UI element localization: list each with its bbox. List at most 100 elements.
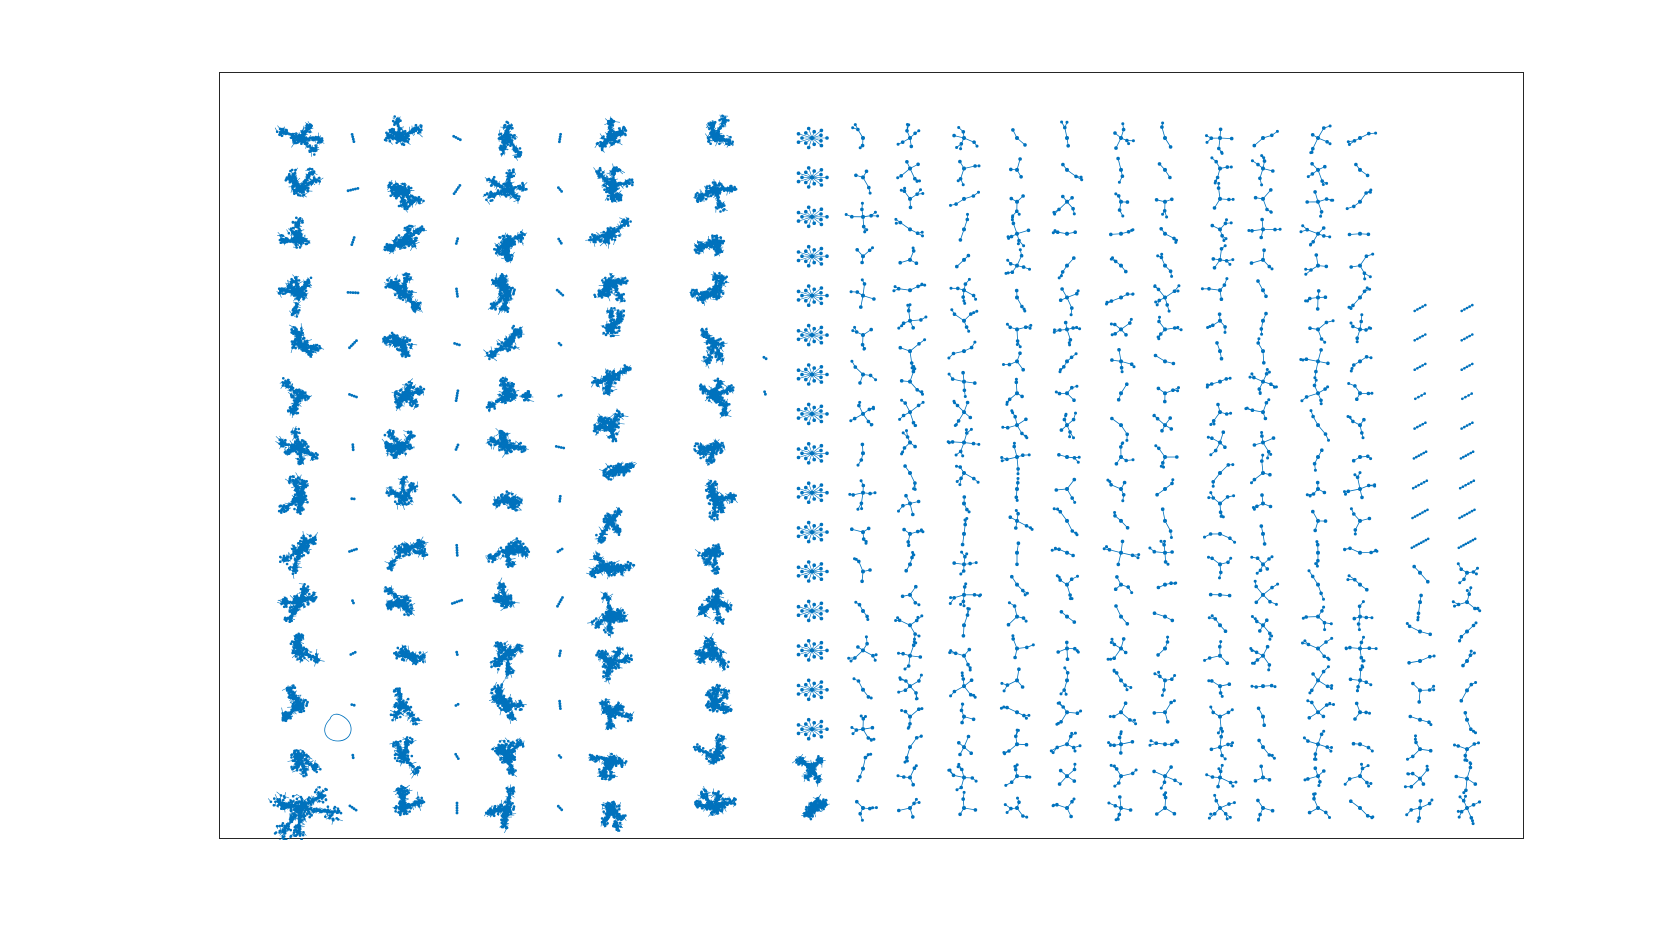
node [340, 812, 343, 815]
node [404, 194, 407, 197]
node [289, 694, 292, 697]
node [283, 807, 286, 810]
node [293, 331, 296, 334]
node [296, 435, 299, 438]
node [349, 653, 352, 656]
node [286, 617, 289, 620]
node [299, 218, 302, 221]
graph-component [288, 749, 322, 777]
node [292, 768, 295, 771]
node [306, 501, 309, 504]
node [297, 390, 300, 393]
graph-component [277, 275, 313, 318]
graph-component [275, 426, 318, 466]
node [355, 396, 358, 399]
node [294, 401, 297, 404]
node [313, 808, 316, 811]
node [351, 133, 354, 136]
node [292, 684, 295, 687]
node [408, 198, 411, 201]
node [292, 475, 295, 478]
node [402, 299, 405, 302]
node [307, 551, 310, 554]
node [286, 289, 289, 292]
node [301, 461, 304, 464]
node [392, 120, 395, 123]
node [350, 703, 353, 706]
node [293, 508, 296, 511]
node [279, 239, 282, 242]
node [392, 135, 395, 138]
node [303, 583, 306, 586]
node [300, 703, 303, 706]
node [403, 246, 406, 249]
node [315, 181, 318, 184]
node [300, 548, 303, 551]
node [302, 834, 305, 837]
node [301, 447, 304, 450]
node [270, 801, 273, 804]
node [388, 184, 391, 187]
node [291, 340, 294, 343]
node [288, 567, 291, 570]
node [406, 201, 409, 204]
node [288, 232, 291, 235]
node [309, 172, 312, 175]
node [284, 825, 287, 828]
node [291, 479, 294, 482]
node [349, 189, 352, 192]
node [417, 302, 420, 305]
node [300, 543, 303, 546]
node [282, 822, 285, 825]
node [284, 805, 287, 808]
node [287, 689, 290, 692]
node [300, 838, 303, 840]
node [422, 228, 425, 231]
node [294, 504, 297, 507]
node [353, 549, 356, 552]
node [295, 217, 298, 220]
graph-component [350, 703, 355, 706]
node [307, 544, 310, 547]
graph-component [280, 377, 312, 418]
node [398, 129, 401, 132]
node [306, 129, 309, 132]
node [313, 153, 316, 156]
node [301, 652, 304, 655]
node [278, 831, 281, 834]
node [295, 304, 298, 307]
node [303, 646, 306, 649]
node [309, 534, 312, 537]
graph-component [285, 168, 324, 198]
node [303, 605, 306, 608]
graph-layout-plot [220, 73, 1525, 840]
node [308, 127, 311, 130]
node [306, 808, 309, 811]
node [279, 802, 282, 805]
node [289, 712, 292, 715]
node [288, 173, 291, 176]
node [296, 658, 299, 661]
node [273, 797, 276, 800]
node [406, 226, 409, 229]
node [296, 315, 299, 318]
graph-component [347, 291, 360, 294]
node [295, 655, 298, 658]
node [284, 439, 287, 442]
node [305, 290, 308, 293]
node [305, 774, 308, 777]
node [286, 717, 289, 720]
node [302, 831, 305, 834]
graph-component [384, 115, 423, 146]
node [297, 491, 300, 494]
node [298, 754, 301, 757]
node [300, 239, 303, 242]
graph-component [268, 786, 343, 840]
graph-component [281, 684, 309, 722]
graph-component [277, 583, 317, 623]
node [294, 686, 297, 689]
node [289, 477, 292, 480]
node [299, 540, 302, 543]
node [305, 545, 308, 548]
